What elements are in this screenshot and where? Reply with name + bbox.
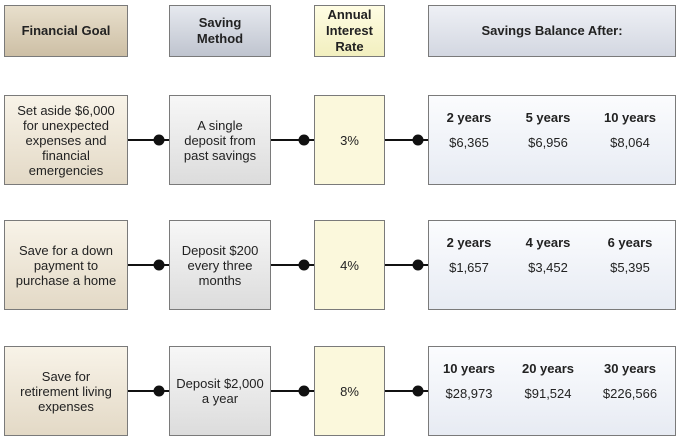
header-savings-balance-label: Savings Balance After: xyxy=(481,23,623,38)
header-saving-method-label: Saving Method xyxy=(196,15,244,46)
balance-period: 5 years xyxy=(525,110,571,125)
row-1-balance-3: 10 years $8,064 xyxy=(585,110,675,150)
balance-period: 6 years xyxy=(607,235,653,250)
row-3-rate-text: 8% xyxy=(340,383,359,399)
row-3-goal-box: Save for retirement living expenses xyxy=(4,346,128,436)
row-2-balance-1: 2 years $1,657 xyxy=(424,235,514,275)
row-3-method-text: Deposit $2,000 a year xyxy=(176,376,264,406)
row-3-balance-2: 20 years $91,524 xyxy=(503,361,593,401)
balance-amount: $5,395 xyxy=(610,260,650,275)
row-2-rate-text: 4% xyxy=(340,257,359,273)
row-3-goal-text: Save for retirement living expenses xyxy=(20,368,112,414)
row-2-method-text: Deposit $200 every three months xyxy=(181,242,259,288)
balance-amount: $1,657 xyxy=(449,260,489,275)
connector-dot xyxy=(153,259,165,271)
balance-period: 10 years xyxy=(603,110,657,125)
balance-period: 2 years xyxy=(446,235,492,250)
row-1-rate-box: 3% xyxy=(314,95,385,185)
header-financial-goal: Financial Goal xyxy=(4,5,128,57)
balance-amount: $226,566 xyxy=(602,386,658,401)
balance-amount: $6,365 xyxy=(449,135,489,150)
row-3-balance-box xyxy=(428,346,676,436)
row-1-balance-box xyxy=(428,95,676,185)
header-saving-method: Saving Method xyxy=(169,5,271,57)
connector-dot xyxy=(298,259,310,271)
row-1-goal-box: Set aside $6,000 for unexpected expenses… xyxy=(4,95,128,185)
header-interest-rate: Annual Interest Rate xyxy=(314,5,385,57)
connector-dot xyxy=(153,385,165,397)
row-1-method-text: A single deposit from past savings xyxy=(183,117,257,163)
balance-amount: $8,064 xyxy=(610,135,650,150)
row-2-balance-box xyxy=(428,220,676,310)
row-1-method-box: A single deposit from past savings xyxy=(169,95,271,185)
header-financial-goal-label: Financial Goal xyxy=(21,23,111,38)
connector-dot xyxy=(412,385,424,397)
row-3-rate-box: 8% xyxy=(314,346,385,436)
row-3-balance-1: 10 years $28,973 xyxy=(424,361,514,401)
row-1-goal-text: Set aside $6,000 for unexpected expenses… xyxy=(17,102,115,178)
balance-period: 20 years xyxy=(521,361,575,376)
row-2-balance-3: 6 years $5,395 xyxy=(585,235,675,275)
row-3-method-box: Deposit $2,000 a year xyxy=(169,346,271,436)
connector-dot xyxy=(153,134,165,146)
row-3-balance-3: 30 years $226,566 xyxy=(585,361,675,401)
balance-amount: $91,524 xyxy=(524,386,572,401)
row-1-balance-2: 5 years $6,956 xyxy=(503,110,593,150)
row-2-goal-text: Save for a down payment to purchase a ho… xyxy=(15,242,117,288)
balance-period: 30 years xyxy=(603,361,657,376)
header-interest-rate-label: Annual Interest Rate xyxy=(326,7,373,54)
row-1-rate-text: 3% xyxy=(340,132,359,148)
row-2-method-box: Deposit $200 every three months xyxy=(169,220,271,310)
balance-amount: $6,956 xyxy=(528,135,568,150)
row-1-balance-1: 2 years $6,365 xyxy=(424,110,514,150)
connector-dot xyxy=(298,134,310,146)
balance-period: 2 years xyxy=(446,110,492,125)
balance-amount: $3,452 xyxy=(528,260,568,275)
connector-dot xyxy=(298,385,310,397)
connector-dot xyxy=(412,259,424,271)
balance-period: 4 years xyxy=(525,235,571,250)
row-2-goal-box: Save for a down payment to purchase a ho… xyxy=(4,220,128,310)
balance-period: 10 years xyxy=(442,361,496,376)
row-2-rate-box: 4% xyxy=(314,220,385,310)
row-2-balance-2: 4 years $3,452 xyxy=(503,235,593,275)
balance-amount: $28,973 xyxy=(445,386,493,401)
header-savings-balance: Savings Balance After: xyxy=(428,5,676,57)
connector-dot xyxy=(412,134,424,146)
